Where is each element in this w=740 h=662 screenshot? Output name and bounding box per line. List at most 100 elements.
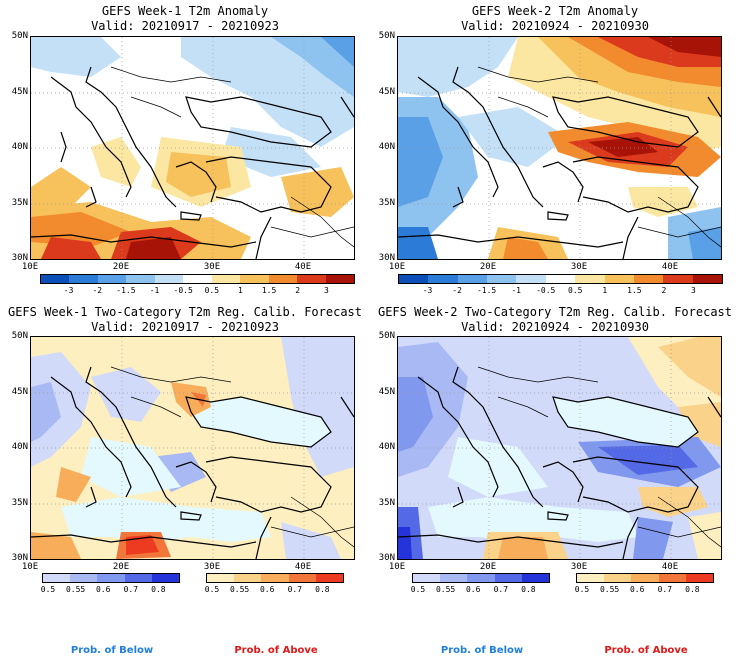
panel-valid-dates: Valid: 20210924 - 20210930 <box>461 320 649 334</box>
colorbar-swatch <box>124 574 152 582</box>
legend-prob-above: Prob. of Above <box>234 645 318 656</box>
lon-label: 10E <box>21 562 39 572</box>
colorbar-swatch <box>268 275 298 283</box>
colorbar-tick-label: 0.6 <box>259 585 275 594</box>
colorbar-swatch <box>663 275 693 283</box>
lat-label: 50N <box>11 331 28 341</box>
colorbar-tick-label: -3 <box>422 286 433 295</box>
colorbar-swatch <box>577 574 605 582</box>
colorbar-swatch <box>399 275 429 283</box>
lon-label: 40E <box>294 562 312 572</box>
colorbar-tick-label: -0.5 <box>536 286 556 295</box>
colorbar-swatch <box>41 275 70 283</box>
colorbar-swatch <box>658 574 686 582</box>
colorbar-tick-label: -1 <box>511 286 521 295</box>
colorbar-swatch <box>70 574 98 582</box>
colorbar-tick-label: 0.8 <box>685 585 700 594</box>
colorbar-swatch <box>457 275 488 283</box>
colorbar-swatch <box>575 275 605 283</box>
colorbar-swatch <box>440 574 468 582</box>
anomaly-colorbar-labels: -3 -2 -1.5 -1 -0.5 0.5 1 1.5 2 3 <box>398 286 723 298</box>
colorbar-tick-label: -1 <box>149 286 160 295</box>
lat-label: 40N <box>378 142 395 152</box>
panel-title: GEFS Week-2 T2m Anomaly <box>471 4 639 18</box>
panel-title: GEFS Week-2 Two-Category T2m Reg. Calib.… <box>377 305 732 319</box>
lat-label: 45N <box>11 87 28 97</box>
lat-label: 35N <box>378 498 395 508</box>
colorbar-swatch <box>487 275 517 283</box>
colorbar-tick-label: 2 <box>661 286 667 295</box>
colorbar-tick-label: 0.8 <box>521 585 536 594</box>
lon-label: 40E <box>661 562 679 572</box>
colorbar-swatch <box>69 275 98 283</box>
colorbar-swatch <box>234 574 262 582</box>
probability-map-week2 <box>397 336 722 560</box>
colorbar-swatch <box>240 275 269 283</box>
colorbar-swatch <box>288 574 316 582</box>
panel-week1-probability: GEFS Week-1 Two-Category T2m Reg. Calib.… <box>0 300 370 600</box>
colorbar-swatch <box>154 275 184 283</box>
colorbar-tick-label: 0.55 <box>435 585 456 594</box>
lat-label: 30N <box>11 553 28 563</box>
colorbar-swatch <box>545 275 576 283</box>
lon-label: 30E <box>570 262 588 272</box>
below-probability-colorbar <box>42 573 180 583</box>
colorbar-tick-label: 0.7 <box>657 585 673 594</box>
below-colorbar-labels: 0.5 0.55 0.6 0.7 0.8 <box>411 585 550 597</box>
panel-title: GEFS Week-1 T2m Anomaly <box>101 4 269 18</box>
colorbar-tick-label: 0.5 <box>204 585 220 594</box>
lat-label: 50N <box>11 31 28 41</box>
colorbar-tick-label: 0.55 <box>229 585 250 594</box>
lon-label: 30E <box>203 562 221 572</box>
anomaly-map-week2 <box>397 36 722 260</box>
colorbar-swatch <box>325 275 354 283</box>
lat-label: 45N <box>378 387 395 397</box>
above-probability-colorbar <box>206 573 344 583</box>
colorbar-tick-label: 0.5 <box>568 286 583 295</box>
lon-label: 20E <box>479 562 497 572</box>
colorbar-tick-label: 1 <box>602 286 608 295</box>
colorbar-tick-label: 0.5 <box>204 286 220 295</box>
colorbar-tick-label: 3 <box>323 286 329 295</box>
colorbar-swatch <box>97 275 127 283</box>
colorbar-swatch <box>467 574 495 582</box>
below-probability-colorbar <box>412 573 550 583</box>
legend-prob-below: Prob. of Below <box>440 645 524 656</box>
colorbar-swatch <box>97 574 125 582</box>
panel-week2-anomaly: GEFS Week-2 T2m Anomaly Valid: 20210924 … <box>370 0 740 300</box>
lat-label: 45N <box>378 87 395 97</box>
colorbar-tick-label: 1.5 <box>627 286 642 295</box>
colorbar-swatch <box>43 574 71 582</box>
lat-label: 35N <box>11 198 28 208</box>
lat-label: 40N <box>11 142 28 152</box>
lat-label: 30N <box>378 253 395 263</box>
colorbar-swatch <box>692 275 722 283</box>
colorbar-tick-label: -2 <box>92 286 103 295</box>
lat-label: 45N <box>11 387 28 397</box>
lat-label: 30N <box>378 553 395 563</box>
lon-label: 40E <box>661 262 679 272</box>
colorbar-swatch <box>494 574 522 582</box>
colorbar-swatch <box>297 275 326 283</box>
lon-label: 10E <box>21 262 39 272</box>
colorbar-tick-label: -1.5 <box>476 286 497 295</box>
panel-valid-dates: Valid: 20210917 - 20210923 <box>91 19 279 33</box>
colorbar-tick-label: -1.5 <box>116 286 136 295</box>
colorbar-tick-label: 0.7 <box>493 585 509 594</box>
colorbar-tick-label: 1.5 <box>261 286 277 295</box>
colorbar-swatch <box>183 275 212 283</box>
colorbar-tick-label: 0.6 <box>629 585 645 594</box>
lat-label: 40N <box>378 442 395 452</box>
panel-week2-probability: GEFS Week-2 Two-Category T2m Reg. Calib.… <box>370 300 740 600</box>
colorbar-tick-label: 0.55 <box>65 585 86 594</box>
lon-label: 20E <box>112 262 130 272</box>
lat-label: 50N <box>378 331 395 341</box>
colorbar-swatch <box>211 275 241 283</box>
above-colorbar-labels: 0.5 0.55 0.6 0.7 0.8 <box>205 585 344 597</box>
colorbar-swatch <box>516 275 546 283</box>
colorbar-swatch <box>633 275 664 283</box>
lon-label: 30E <box>570 562 588 572</box>
colorbar-tick-label: -2 <box>452 286 462 295</box>
colorbar-tick-label: 0.6 <box>465 585 481 594</box>
anomaly-map-week1 <box>30 36 355 260</box>
